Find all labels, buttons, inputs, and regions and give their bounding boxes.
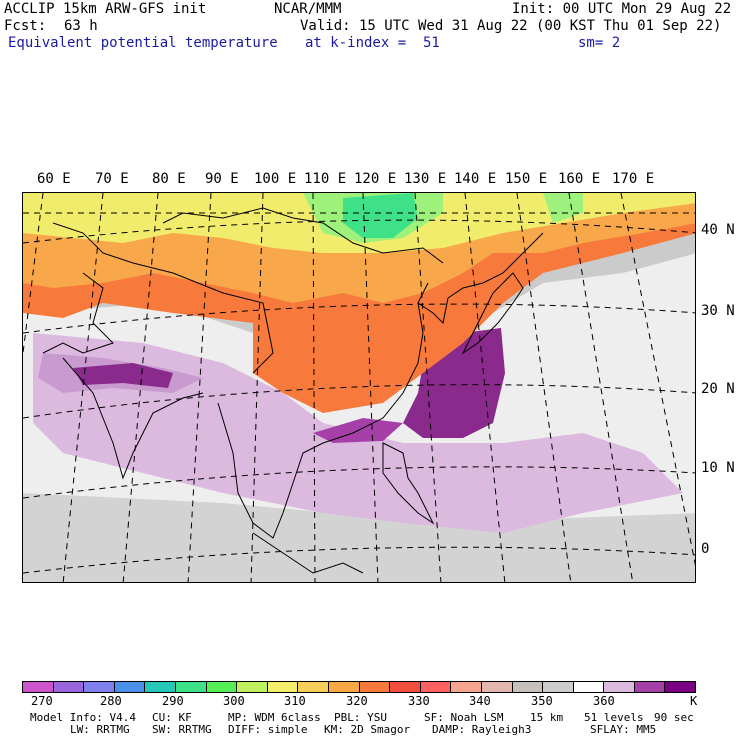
- lon-label: 130 E: [404, 171, 447, 187]
- colorbar-swatch: [543, 682, 574, 692]
- colorbar-swatch: [84, 682, 115, 692]
- border-mongolia: [162, 207, 444, 264]
- lon-label: 80 E: [152, 171, 186, 187]
- model-info-km: KM: 2D Smagor: [324, 723, 411, 736]
- coastline-japan: [461, 272, 524, 355]
- lon-label: 70 E: [95, 171, 129, 187]
- center-label: NCAR/MMM: [274, 1, 342, 17]
- lon-label: 150 E: [505, 171, 548, 187]
- colorbar-swatch: [604, 682, 635, 692]
- coastline-india: [62, 357, 204, 480]
- model-info-pbl: PBL: YSU: [334, 711, 387, 724]
- model-title: ACCLIP 15km ARW-GFS init: [4, 1, 207, 17]
- region-india-core: [73, 363, 173, 388]
- colorbar-label: 320: [346, 694, 368, 708]
- meridian: [568, 193, 634, 582]
- model-info-sw: SW: RRTMG: [152, 723, 212, 736]
- colorbar-label: 350: [531, 694, 553, 708]
- coastline-philippines: [382, 442, 435, 525]
- colorbar-swatch: [665, 682, 696, 692]
- level-label: at k-index = 51: [305, 35, 440, 51]
- colorbar-swatch: [328, 682, 360, 692]
- colorbar-label: 290: [162, 694, 184, 708]
- lon-label: 110 E: [304, 171, 347, 187]
- lat-label: 30 N: [701, 303, 735, 319]
- colorbar-swatch: [267, 682, 299, 692]
- region-290k: [343, 193, 418, 238]
- meridian: [620, 193, 695, 566]
- lon-label: 90 E: [205, 171, 239, 187]
- meridian: [23, 193, 44, 354]
- model-info-lw: LW: RRTMG: [70, 723, 130, 736]
- model-info-sflay: SFLAY: MM5: [590, 723, 657, 736]
- map-panel: [22, 192, 696, 583]
- colorbar-label: 310: [284, 694, 306, 708]
- colorbar-swatch: [420, 682, 452, 692]
- colorbar-label: 270: [31, 694, 53, 708]
- colorbar-label: 280: [100, 694, 122, 708]
- lon-label: 170 E: [612, 171, 655, 187]
- lat-label: 10 N: [701, 460, 735, 476]
- region-pacific-core: [403, 328, 505, 438]
- colorbar-swatch: [175, 682, 207, 692]
- colorbar-swatch: [573, 682, 605, 692]
- lon-label: 160 E: [558, 171, 601, 187]
- lon-label: 60 E: [37, 171, 71, 187]
- model-info-timestep: 90 sec: [654, 711, 694, 724]
- lon-label: 140 E: [454, 171, 497, 187]
- lat-label: 0: [701, 541, 710, 557]
- colorbar-swatch: [390, 682, 421, 692]
- init-time: Init: 00 UTC Mon 29 Aug 22: [512, 1, 732, 17]
- coastline-indochina-china: [217, 282, 429, 539]
- coastline-pakistan: [42, 272, 114, 354]
- coastlines: [42, 207, 544, 574]
- model-info-damp: DAMP: Rayleigh3: [432, 723, 532, 736]
- graticule: [23, 193, 695, 582]
- lat-label: 40 N: [701, 222, 735, 238]
- model-info-levels: 51 levels: [584, 711, 644, 724]
- model-info-mp: MP: WDM 6class: [228, 711, 321, 724]
- colorbar-label: 360: [593, 694, 615, 708]
- model-info-diff: DIFF: simple: [228, 723, 308, 736]
- colorbar-swatch: [512, 682, 544, 692]
- fcst-label: Fcst:: [4, 18, 47, 34]
- border-central-asia: [52, 222, 274, 374]
- colorbar-swatch: [53, 682, 85, 692]
- model-info-resolution: 15 km: [530, 711, 564, 724]
- theta-e-field: [23, 193, 695, 582]
- coastline-korea: [417, 232, 544, 325]
- model-info-version: Model Info: V4.4: [30, 711, 136, 724]
- colorbar-swatch: [298, 682, 329, 692]
- lat-label: 20 N: [701, 381, 735, 397]
- lon-label: 120 E: [354, 171, 397, 187]
- smoothing-label: sm= 2: [578, 35, 621, 51]
- model-info-sf: SF: Noah LSM: [424, 711, 504, 724]
- colorbar-swatch: [145, 682, 176, 692]
- colorbar-label: 330: [408, 694, 430, 708]
- colorbar-swatch: [481, 682, 513, 692]
- colorbar-swatch: [634, 682, 666, 692]
- colorbar-swatch: [114, 682, 146, 692]
- field-name: Equivalent potential temperature: [8, 35, 278, 51]
- colorbar-swatch: [206, 682, 238, 692]
- colorbar-swatch: [23, 682, 54, 692]
- valid-time: Valid: 15 UTC Wed 31 Aug 22 (00 KST Thu …: [300, 18, 722, 34]
- lon-label: 100 E: [254, 171, 297, 187]
- fcst-value: 63 h: [64, 18, 98, 34]
- region-350k: [23, 493, 695, 582]
- colorbar-swatch: [359, 682, 391, 692]
- colorbar-swatch: [451, 682, 482, 692]
- coastline-indonesia: [252, 532, 364, 574]
- colorbar: [22, 681, 696, 693]
- model-info-cu: CU: KF: [152, 711, 192, 724]
- colorbar-label: 340: [469, 694, 491, 708]
- colorbar-unit: K: [690, 694, 698, 708]
- colorbar-label: 300: [223, 694, 245, 708]
- colorbar-swatch: [237, 682, 268, 692]
